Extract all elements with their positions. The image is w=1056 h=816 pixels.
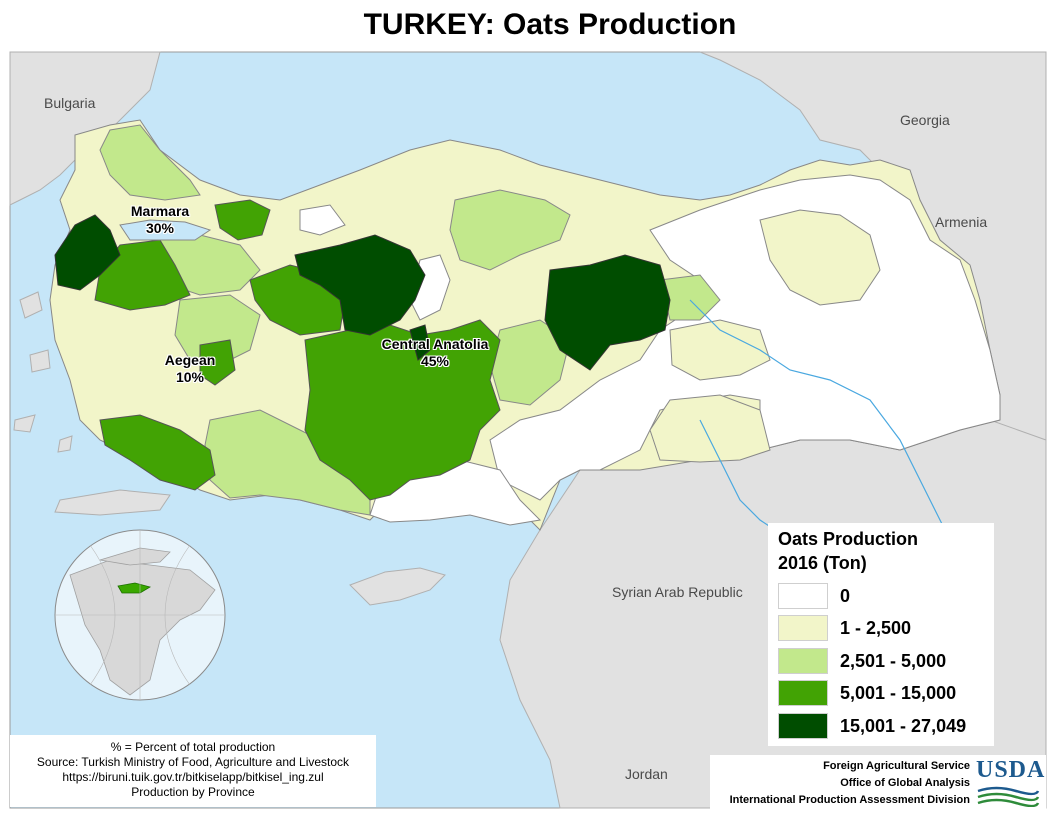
legend-swatch	[778, 680, 828, 706]
class1-east-c	[669, 319, 771, 381]
legend: Oats Production 2016 (Ton) 0 1 - 2,500 2…	[768, 523, 994, 746]
class4-ankara	[294, 234, 426, 336]
usda-logo-waves	[977, 786, 1040, 807]
source-line: % = Percent of total production	[110, 740, 276, 754]
class3-marmara-a	[94, 239, 191, 311]
country-label-bulgaria: Bulgaria	[44, 95, 96, 111]
legend-label: 5,001 - 15,000	[840, 683, 957, 703]
legend-label: 0	[840, 586, 851, 606]
greek-islands	[13, 291, 171, 516]
legend-label: 1 - 2,500	[840, 618, 912, 638]
legend-swatch	[778, 583, 828, 609]
legend-title-line2: 2016 (Ton)	[778, 553, 867, 573]
legend-swatch	[778, 713, 828, 739]
class4-sivas	[544, 254, 671, 371]
class2-north-center	[449, 189, 571, 271]
usda-logo: USDA	[976, 757, 1046, 807]
region-share: 30%	[145, 220, 175, 236]
usda-logo-text: USDA	[976, 757, 1046, 783]
region-share: 45%	[420, 353, 450, 369]
inset-globe	[54, 529, 226, 701]
class4-center-small	[409, 324, 431, 361]
class2-thrace	[99, 124, 201, 201]
class3-antalya	[99, 414, 216, 491]
credits: Foreign Agricultural Service Office of G…	[710, 755, 1046, 811]
legend-label: 2,501 - 5,000	[840, 651, 947, 671]
sea-of-marmara	[119, 219, 212, 241]
region-label-marmara: Marmara 30%	[110, 203, 210, 237]
legend-item: 1 - 2,500	[778, 615, 988, 643]
credit-line: Foreign Agricultural Service	[823, 760, 970, 772]
legend-title-line1: Oats Production	[778, 529, 919, 549]
class2-aegean	[174, 294, 261, 366]
legend-swatch	[778, 615, 828, 641]
legend-title: Oats Production 2016 (Ton)	[778, 527, 918, 575]
class3-kocaeli	[214, 199, 271, 241]
source-line: https://biruni.tuik.gov.tr/bitkiselapp/b…	[62, 770, 324, 784]
credit-line: International Production Assessment Divi…	[729, 794, 970, 806]
legend-item: 15,001 - 27,049	[778, 713, 988, 741]
legend-label: 15,001 - 27,049	[840, 716, 967, 736]
country-label-jordan: Jordan	[625, 766, 668, 782]
country-label-syria: Syrian Arab Republic	[612, 584, 743, 600]
region-name: Marmara	[130, 203, 190, 219]
region-share: 10%	[175, 369, 205, 385]
region-label-aegean: Aegean 10%	[140, 352, 240, 386]
source-note: % = Percent of total production Source: …	[10, 735, 376, 807]
class3-aegean-b	[199, 339, 236, 386]
legend-item: 2,501 - 5,000	[778, 648, 988, 676]
legend-item: 0	[778, 583, 988, 611]
class4-balikesir	[54, 214, 121, 291]
class1-east-a	[759, 209, 881, 306]
region-name: Central Anatolia	[381, 336, 489, 352]
region-label-central-anatolia: Central Anatolia 45%	[360, 336, 510, 370]
country-label-armenia: Armenia	[935, 214, 988, 230]
map-title: TURKEY: Oats Production	[363, 8, 737, 41]
source-line: Production by Province	[131, 785, 255, 799]
legend-swatch	[778, 648, 828, 674]
legend-item: 5,001 - 15,000	[778, 680, 988, 708]
class2-south-west	[204, 409, 371, 516]
class1-east-b	[649, 394, 771, 463]
class2-east-strip	[659, 274, 721, 321]
country-label-georgia: Georgia	[900, 112, 950, 128]
source-line: Source: Turkish Ministry of Food, Agricu…	[36, 755, 350, 769]
cyprus	[349, 567, 446, 606]
credit-line: Office of Global Analysis	[840, 777, 970, 789]
region-name: Aegean	[164, 352, 216, 368]
